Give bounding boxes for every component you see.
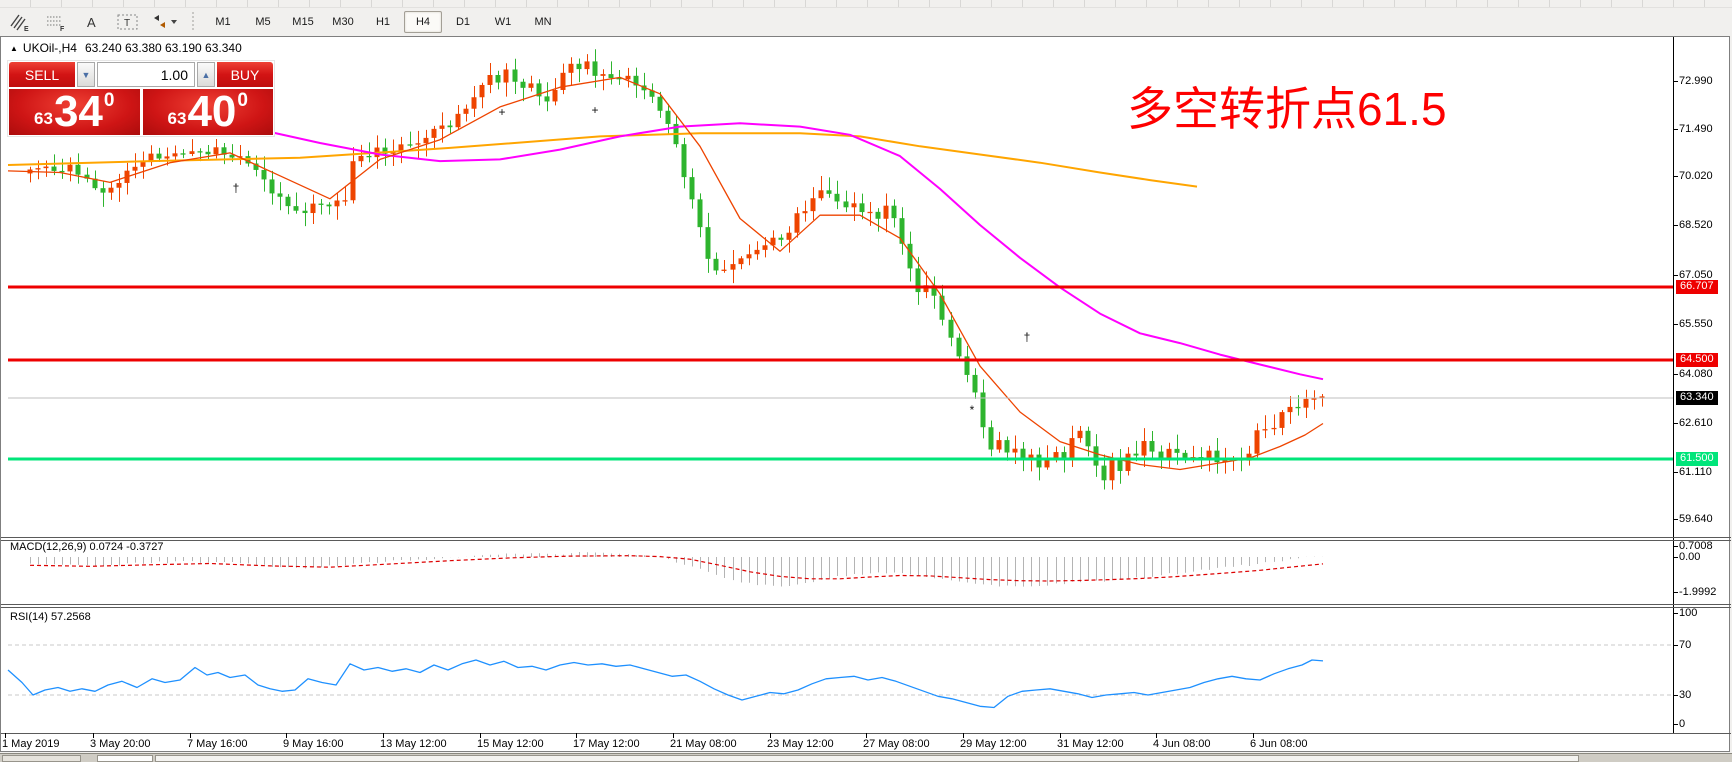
svg-text:F: F xyxy=(60,26,65,32)
tf-h1-button[interactable]: H1 xyxy=(375,15,391,28)
buy-price-prefix: 63 xyxy=(167,109,187,128)
tf-h4-button[interactable]: H4 xyxy=(404,10,442,33)
svg-text:T: T xyxy=(124,18,130,29)
grid-f-icon[interactable]: F xyxy=(40,11,72,33)
sell-price-prefix: 63 xyxy=(34,109,53,128)
hatch-lines-e-icon[interactable]: E xyxy=(4,11,36,33)
ohlc-values: 63.240 63.380 63.190 63.340 xyxy=(84,41,242,55)
sell-price-big: 34 xyxy=(53,87,103,136)
window-bottom-strip xyxy=(0,753,1732,762)
buy-price-big: 40 xyxy=(187,87,237,136)
toolbar-separator xyxy=(190,11,197,32)
arrange-arrows-icon[interactable] xyxy=(148,11,180,33)
tf-mn-button[interactable]: MN xyxy=(534,15,552,28)
bottom-scroll-area[interactable] xyxy=(155,755,1579,762)
volume-increase-button[interactable]: ▲ xyxy=(197,62,215,87)
sell-price-sup: 0 xyxy=(103,90,115,111)
tf-m30-button[interactable]: M30 xyxy=(332,15,354,28)
buy-price-display[interactable]: 63 40 0 xyxy=(142,87,273,136)
text-a-icon[interactable]: A xyxy=(76,11,108,33)
macd-label: MACD(12,26,9) 0.0724 -0.3727 xyxy=(10,541,164,553)
chart-window xyxy=(0,36,1730,752)
tf-d1-button[interactable]: D1 xyxy=(455,15,471,28)
chinese-annotation: 多空转折点61.5 xyxy=(1127,83,1447,135)
text-frame-icon[interactable]: T xyxy=(112,11,144,33)
tf-m1-button[interactable]: M1 xyxy=(215,15,231,28)
collapse-triangle-icon[interactable]: ▲ xyxy=(10,44,18,53)
rsi-label: RSI(14) 57.2568 xyxy=(10,611,91,623)
sell-price-display[interactable]: 63 34 0 xyxy=(9,89,140,135)
tf-m5-button[interactable]: M5 xyxy=(255,15,271,28)
symbol-period-label: UKOil-,H4 xyxy=(22,41,77,55)
chart-title: ▲ UKOil-,H4 63.240 63.380 63.190 63.340 xyxy=(10,41,242,55)
timeframe-buttons: M1 M5 M15 M30 H1 H4 D1 W1 MN xyxy=(203,10,563,33)
tf-m15-button[interactable]: M15 xyxy=(292,15,314,28)
svg-text:A: A xyxy=(87,15,96,30)
upper-toolbar-fragment xyxy=(0,0,1732,8)
bottom-segment xyxy=(97,755,153,762)
sell-button[interactable]: SELL xyxy=(9,62,75,87)
volume-decrease-button[interactable]: ▼ xyxy=(77,62,95,87)
buy-button[interactable]: BUY xyxy=(217,62,273,87)
bottom-tab[interactable] xyxy=(2,755,81,762)
buy-price-sup: 0 xyxy=(237,90,248,111)
main-toolbar: E F A T M1 M5 M1 xyxy=(0,8,1732,35)
tf-w1-button[interactable]: W1 xyxy=(494,15,512,28)
svg-text:E: E xyxy=(24,26,29,32)
volume-input[interactable] xyxy=(97,62,195,87)
